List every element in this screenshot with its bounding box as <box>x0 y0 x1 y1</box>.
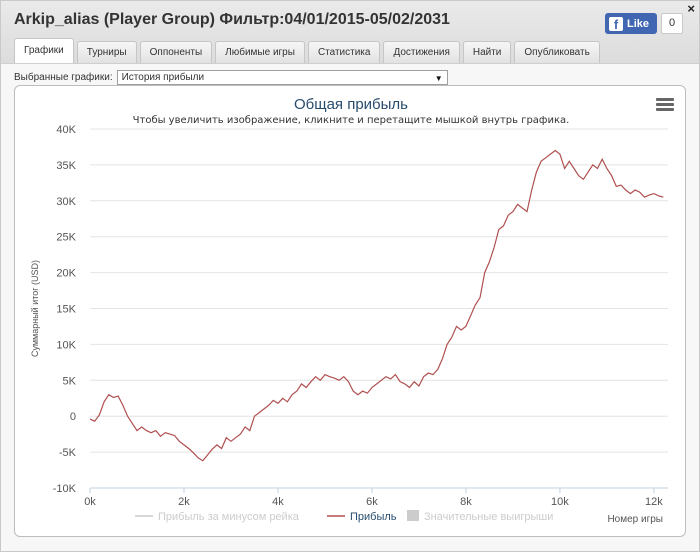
y-tick-label: 15K <box>56 304 76 316</box>
legend-symbol-box <box>407 510 419 521</box>
y-tick-label: -10K <box>53 483 77 495</box>
chart-selector-label: Выбранные графики: <box>14 71 113 83</box>
window-title: Arkip_alias (Player Group) Фильтр:04/01/… <box>14 11 450 28</box>
tab-bar: Графики Турниры Оппоненты Любимые игры С… <box>14 38 600 64</box>
x-tick-label: 10k <box>551 496 569 508</box>
tab-charts[interactable]: Графики <box>14 38 74 63</box>
y-tick-label: -5K <box>59 447 77 459</box>
y-axis-label: Суммарный итог (USD) <box>30 260 40 357</box>
y-tick-label: 0 <box>70 411 76 423</box>
x-tick-label: 12k <box>645 496 663 508</box>
series-line-profit <box>89 149 664 462</box>
chart-select[interactable]: История прибыли ▼ <box>116 69 448 85</box>
facebook-like-label: Like <box>627 17 650 30</box>
y-tick-label: 5K <box>63 375 77 387</box>
tab-find[interactable]: Найти <box>462 41 512 63</box>
legend-item-label: Прибыль за минусом рейка <box>158 511 300 523</box>
tab-opponents[interactable]: Оппоненты <box>139 41 213 63</box>
facebook-like-count: 0 <box>661 13 683 34</box>
chart-selector-row: Выбранные графики: История прибыли ▼ <box>14 69 448 85</box>
facebook-like-button[interactable]: f Like <box>605 13 657 34</box>
x-tick-label: 6k <box>366 496 378 508</box>
title-bar: Arkip_alias (Player Group) Фильтр:04/01/… <box>1 1 699 64</box>
tab-statistics[interactable]: Статистика <box>307 41 381 63</box>
y-tick-label: 40K <box>56 124 76 136</box>
chart-title: Общая прибыль <box>294 96 408 113</box>
chart-subtitle: Чтобы увеличить изображение, кликните и … <box>133 115 570 126</box>
x-tick-label: 0k <box>84 496 96 508</box>
y-tick-label: 20K <box>56 268 76 280</box>
y-tick-label: 30K <box>56 196 76 208</box>
legend-item-label: Значительные выигрыши <box>424 511 553 523</box>
tab-tournaments[interactable]: Турниры <box>76 41 137 63</box>
x-tick-label: 4k <box>272 496 284 508</box>
profit-chart[interactable]: Общая прибыль Чтобы увеличить изображение… <box>15 86 687 538</box>
y-tick-label: 10K <box>56 339 76 351</box>
tab-publish[interactable]: Опубликовать <box>514 41 600 63</box>
x-tick-label: 2k <box>178 496 190 508</box>
chart-select-value: История прибыли <box>121 71 205 83</box>
x-tick-label: 8k <box>460 496 472 508</box>
facebook-icon: f <box>609 16 623 32</box>
y-tick-label: 35K <box>56 160 76 172</box>
close-icon[interactable]: × <box>687 1 695 16</box>
tab-favorite-games[interactable]: Любимые игры <box>215 41 305 63</box>
chart-panel[interactable]: Общая прибыль Чтобы увеличить изображение… <box>14 85 686 537</box>
dropdown-arrow-icon[interactable]: ▼ <box>434 73 443 83</box>
y-tick-label: 25K <box>56 232 76 244</box>
legend-item-label: Прибыль <box>350 511 397 523</box>
tab-achievements[interactable]: Достижения <box>383 41 460 63</box>
x-axis-label: Номер игры <box>607 514 663 525</box>
chart-menu-icon[interactable] <box>656 98 674 112</box>
